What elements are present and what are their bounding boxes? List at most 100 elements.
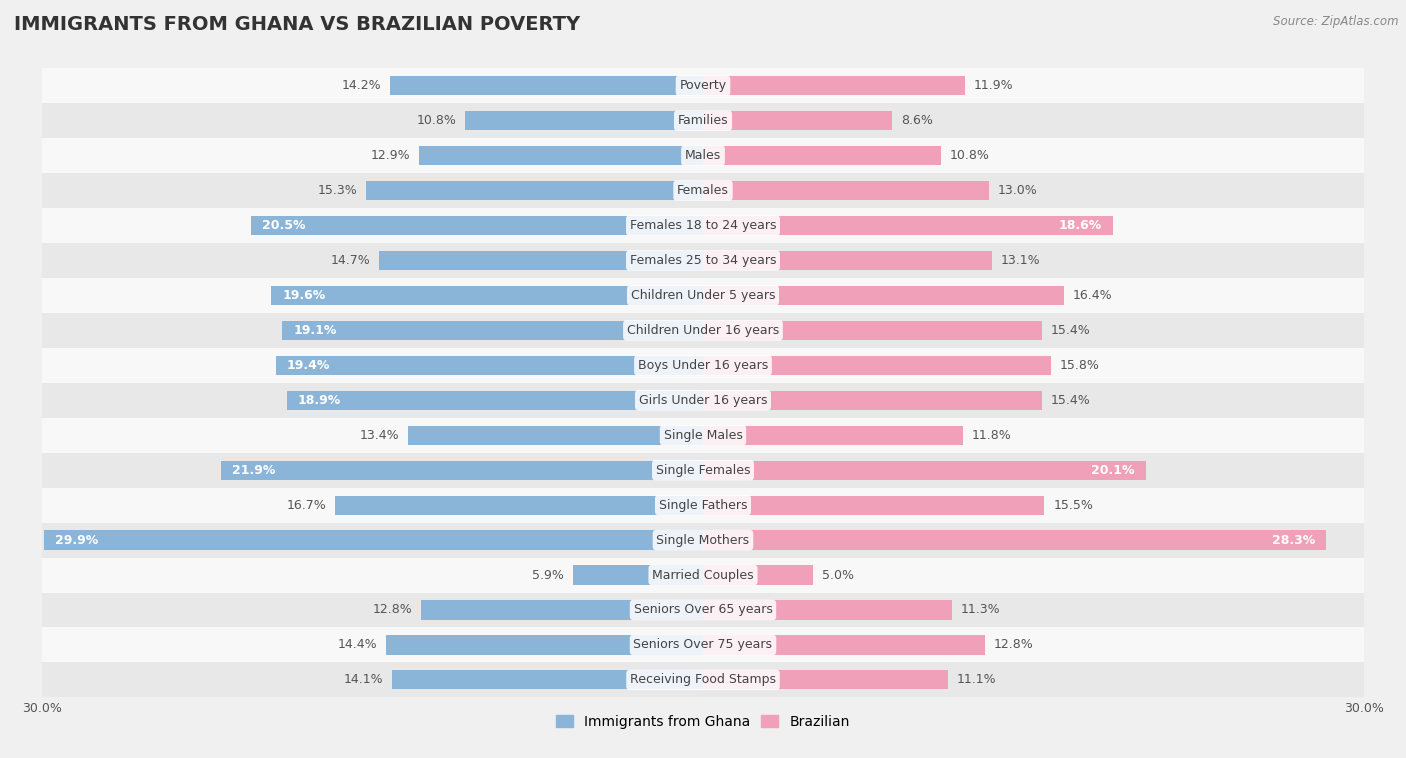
Text: 28.3%: 28.3%	[1272, 534, 1316, 547]
Text: Families: Families	[678, 114, 728, 127]
Text: 5.9%: 5.9%	[533, 568, 564, 581]
Bar	[42, 68, 1364, 103]
Text: 15.3%: 15.3%	[318, 184, 357, 197]
Bar	[42, 662, 1364, 697]
Bar	[283, 321, 703, 340]
Text: Males: Males	[685, 149, 721, 162]
Bar	[391, 76, 703, 96]
Bar	[703, 496, 1045, 515]
Text: 21.9%: 21.9%	[232, 464, 276, 477]
Text: 15.8%: 15.8%	[1060, 359, 1099, 372]
Text: 29.9%: 29.9%	[55, 534, 98, 547]
Bar	[42, 348, 1364, 383]
Text: 11.9%: 11.9%	[974, 79, 1014, 92]
Text: 20.1%: 20.1%	[1091, 464, 1135, 477]
Text: IMMIGRANTS FROM GHANA VS BRAZILIAN POVERTY: IMMIGRANTS FROM GHANA VS BRAZILIAN POVER…	[14, 15, 581, 34]
Bar	[42, 558, 1364, 593]
Bar	[703, 531, 1326, 550]
Text: 11.3%: 11.3%	[960, 603, 1000, 616]
Bar	[703, 461, 1146, 480]
Text: 14.4%: 14.4%	[337, 638, 377, 651]
Text: Girls Under 16 years: Girls Under 16 years	[638, 393, 768, 407]
Bar	[574, 565, 703, 584]
Text: Poverty: Poverty	[679, 79, 727, 92]
Text: Single Mothers: Single Mothers	[657, 534, 749, 547]
Bar	[703, 390, 1042, 410]
Text: Single Females: Single Females	[655, 464, 751, 477]
Bar	[420, 600, 703, 619]
Text: 16.7%: 16.7%	[287, 499, 326, 512]
Bar	[42, 313, 1364, 348]
Text: 15.5%: 15.5%	[1053, 499, 1092, 512]
Text: Receiving Food Stamps: Receiving Food Stamps	[630, 673, 776, 687]
Bar	[42, 487, 1364, 522]
Bar	[703, 76, 965, 96]
Text: 11.1%: 11.1%	[956, 673, 995, 687]
Text: Females: Females	[678, 184, 728, 197]
Text: 19.1%: 19.1%	[294, 324, 336, 337]
Text: 15.4%: 15.4%	[1052, 324, 1091, 337]
Text: 11.8%: 11.8%	[972, 429, 1011, 442]
Text: 14.1%: 14.1%	[344, 673, 384, 687]
Text: 5.0%: 5.0%	[823, 568, 853, 581]
Bar	[42, 243, 1364, 278]
Text: 14.2%: 14.2%	[342, 79, 381, 92]
Bar	[703, 321, 1042, 340]
Bar	[385, 635, 703, 655]
Text: 12.8%: 12.8%	[994, 638, 1033, 651]
Text: 12.8%: 12.8%	[373, 603, 412, 616]
Text: 14.7%: 14.7%	[330, 254, 370, 267]
Bar	[42, 278, 1364, 313]
Text: 10.8%: 10.8%	[416, 114, 457, 127]
Bar	[42, 383, 1364, 418]
Text: 20.5%: 20.5%	[263, 219, 307, 232]
Bar	[703, 286, 1064, 305]
Bar	[42, 522, 1364, 558]
Text: Seniors Over 75 years: Seniors Over 75 years	[634, 638, 772, 651]
Bar	[335, 496, 703, 515]
Bar	[380, 251, 703, 270]
Text: Females 18 to 24 years: Females 18 to 24 years	[630, 219, 776, 232]
Bar	[703, 565, 813, 584]
Text: 19.6%: 19.6%	[283, 289, 326, 302]
Text: Married Couples: Married Couples	[652, 568, 754, 581]
Bar	[392, 670, 703, 690]
Text: 13.4%: 13.4%	[360, 429, 399, 442]
Text: 19.4%: 19.4%	[287, 359, 330, 372]
Text: 10.8%: 10.8%	[949, 149, 990, 162]
Bar	[465, 111, 703, 130]
Text: Boys Under 16 years: Boys Under 16 years	[638, 359, 768, 372]
Bar	[703, 425, 963, 445]
Bar	[419, 146, 703, 165]
Text: 8.6%: 8.6%	[901, 114, 934, 127]
Text: 13.1%: 13.1%	[1001, 254, 1040, 267]
Bar	[42, 628, 1364, 662]
Text: Single Males: Single Males	[664, 429, 742, 442]
Text: Source: ZipAtlas.com: Source: ZipAtlas.com	[1274, 15, 1399, 28]
Bar	[42, 593, 1364, 628]
Text: Children Under 16 years: Children Under 16 years	[627, 324, 779, 337]
Text: 12.9%: 12.9%	[370, 149, 411, 162]
Bar	[42, 103, 1364, 138]
Bar	[42, 173, 1364, 208]
Bar	[252, 216, 703, 235]
Bar	[271, 286, 703, 305]
Legend: Immigrants from Ghana, Brazilian: Immigrants from Ghana, Brazilian	[551, 709, 855, 735]
Text: Single Fathers: Single Fathers	[659, 499, 747, 512]
Bar	[42, 138, 1364, 173]
Bar	[45, 531, 703, 550]
Bar	[703, 635, 986, 655]
Bar	[703, 216, 1112, 235]
Bar	[408, 425, 703, 445]
Text: 16.4%: 16.4%	[1073, 289, 1112, 302]
Bar	[221, 461, 703, 480]
Bar	[703, 670, 948, 690]
Bar	[703, 356, 1052, 375]
Text: 18.6%: 18.6%	[1059, 219, 1102, 232]
Bar	[42, 208, 1364, 243]
Bar	[703, 181, 990, 200]
Bar	[287, 390, 703, 410]
Bar	[703, 146, 941, 165]
Bar	[703, 600, 952, 619]
Text: 18.9%: 18.9%	[298, 393, 340, 407]
